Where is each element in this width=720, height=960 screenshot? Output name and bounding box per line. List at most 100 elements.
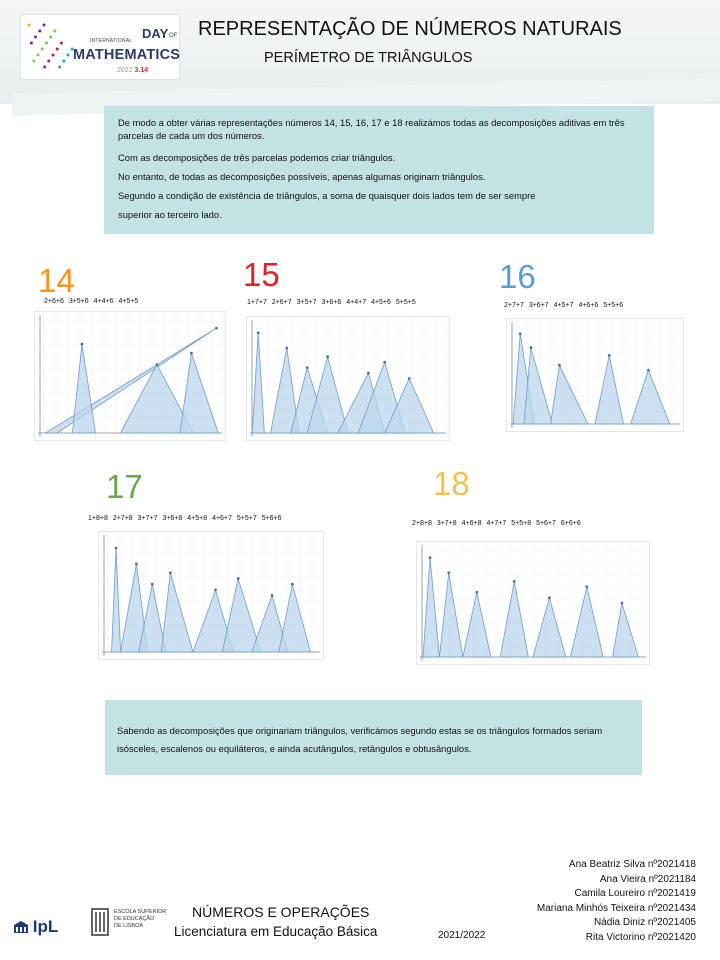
decomposition-label: 5+5+7 [236,515,257,522]
triangle-graph-17 [98,531,324,660]
decomposition-label: 3+7+7 [137,515,158,522]
logo-dot [34,35,38,39]
decomposition-label: 2+7+8 [112,515,133,522]
ipl-logo-text: IpL [32,917,59,936]
decomposition-label: 3+5+7 [296,299,317,306]
logo-dot [44,41,48,45]
triangle-shape [462,592,492,658]
author-line: Rita Victorino nº2021420 [585,931,696,943]
logo-dot [53,29,57,33]
triangle-shape [612,602,639,658]
decomposition-label: 5+6+6 [261,515,282,522]
triangle-vertex [155,363,159,366]
triangle-shape [306,355,349,434]
triangle-vertex [647,368,650,372]
triangle-shape [532,596,567,658]
logo-dot [70,47,74,51]
decompositions-16: 2+7+7 3+6+7 4+5+7 4+6+6 5+5+6 [504,302,623,309]
triangle-graph-16 [506,318,684,432]
triangle-vertex [518,332,522,336]
logo-international-text: INTERNATIONAL [90,38,133,44]
triangle-vertex [428,556,432,560]
triangle-vertex [367,371,370,375]
triangle-vertex [150,582,154,586]
triangle-vertex [547,596,551,599]
logo-dot [59,41,63,45]
logo-dot [47,59,51,63]
decomposition-label: 2+6+7 [271,299,292,306]
academic-year: 2021/2022 [438,930,486,941]
logo-dot [32,59,36,63]
decomposition-label: 1+8+8 [88,515,108,522]
eselx-crest-icon [91,908,109,936]
decomposition-label: 3+6+6 [321,299,342,306]
number-14: 14 [38,262,75,299]
conclusion-box: Sabendo as decomposições que originariam… [105,700,642,775]
triangle-shape [251,594,289,653]
decomposition-label: 3+7+8 [436,520,457,527]
triangle-vertex [190,351,193,355]
logo-of-text: OF [169,33,178,39]
triangle-shape [221,576,262,653]
school-name-line: DE EDUCAÇÃO [114,916,155,922]
logo-dot [36,53,40,57]
triangle-graph-15 [246,316,450,441]
logo-dot [29,41,33,45]
logo-dot [42,23,46,27]
decomposition-label: 3+6+7 [528,302,549,309]
triangle-shape [422,557,440,658]
triangle-vertex [214,588,217,592]
author-line: Ana Beatriz Silva nº2021418 [568,859,696,870]
logo-dot [49,35,53,39]
course-subtitle: Licenciatura em Educação Básica [174,924,378,939]
triangle-vertex [558,363,561,367]
triangle-vertex [168,571,172,575]
decomposition-label: 4+5+6 [371,299,391,306]
decomposition-label: 6+6+6 [560,520,581,527]
intro-paragraph: Segundo a condição de existência de triâ… [118,190,536,201]
ipl-logo: IpL [14,917,58,937]
triangle-shape [278,584,311,653]
decomposition-label: 4+7+7 [486,520,507,527]
triangle-shape [630,368,671,425]
triangle-shape [550,363,589,425]
triangle-shape [179,353,219,434]
logo-date: 2022 3.14 [117,67,148,74]
triangle-vertex [290,582,294,586]
dots-logo-icon [27,23,74,69]
triangle-vertex [529,346,533,349]
triangle-shape [160,572,194,653]
logo-dot [58,65,62,69]
triangle-vertex [607,354,611,357]
logo-date-value: 3.14 [134,67,149,74]
decomposition-label: 4+5+8 [187,515,208,522]
intro-paragraph: De modo a obter várias representações nú… [118,117,625,141]
triangle-shape [594,355,624,425]
intro-paragraph: No entanto, de todas as decomposições po… [118,171,486,182]
decomposition-label: 5+5+6 [603,302,624,309]
decomposition-label: 1+7+7 [247,299,267,306]
decompositions-17: 1+8+8 2+7+8 3+7+7 3+6+8 4+5+8 4+6+7 5+5+… [88,515,282,522]
ipl-building-icon [14,921,28,933]
triangle-vertex [447,571,451,575]
logo-year: 2022 [117,67,133,74]
logo-dot [38,29,42,33]
decomposition-label: 5+5+8 [511,520,532,527]
triangle-vertex [236,577,240,580]
number-16: 16 [499,258,536,295]
triangle-shape [71,344,96,434]
intro-paragraph: Com as decomposições de três parcelas po… [118,152,396,163]
triangle-graph-18 [416,541,650,665]
triangle-vertex [407,377,411,380]
logo-dot [40,47,44,51]
decomposition-label: 4+6+7 [212,515,232,522]
logo-dot [62,59,66,63]
logo-dot [55,47,59,51]
triangle-shape [384,377,435,434]
authors-list: Ana Beatriz Silva nº2021418 Ana Vieira n… [537,858,696,945]
decomposition-label: 4+4+6 [93,298,114,305]
triangle-shape [111,548,122,653]
triangle-vertex [114,546,118,550]
logo-dot [43,65,47,69]
school-name-line: DE LISBOA [114,923,144,929]
